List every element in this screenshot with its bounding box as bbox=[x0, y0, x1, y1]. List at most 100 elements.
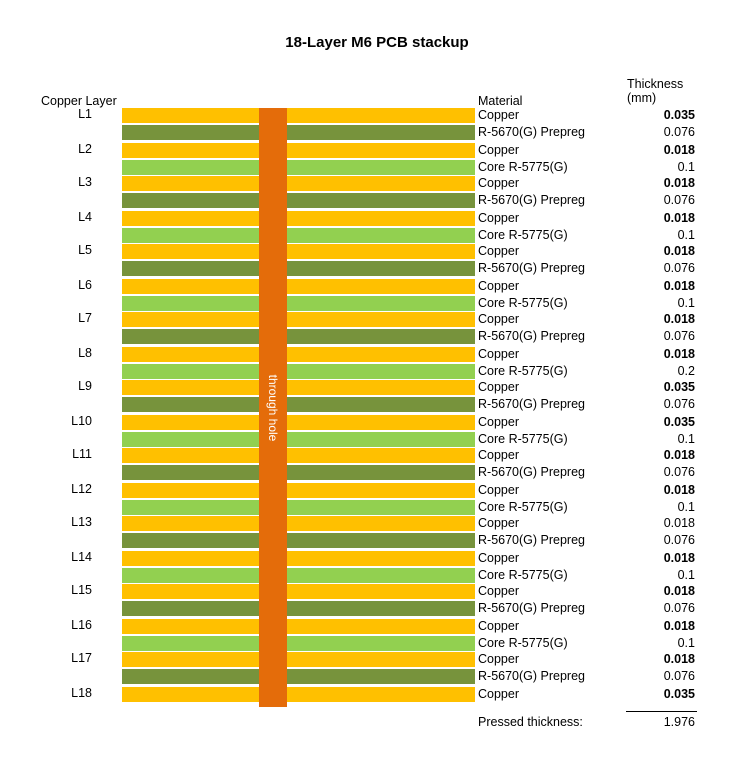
copper-band bbox=[122, 347, 475, 362]
copper-layer-header: Copper Layer bbox=[41, 94, 117, 108]
copper-band bbox=[122, 448, 475, 463]
core-band bbox=[122, 568, 475, 583]
material-label: Core R-5775(G) bbox=[478, 432, 568, 446]
material-label: Core R-5775(G) bbox=[478, 296, 568, 310]
material-label: Copper bbox=[478, 143, 519, 157]
material-label: Copper bbox=[478, 347, 519, 361]
layer-label: L13 bbox=[71, 515, 92, 529]
copper-band bbox=[122, 211, 475, 226]
thickness-value: 0.035 bbox=[663, 108, 695, 122]
copper-band bbox=[122, 619, 475, 634]
thickness-value: 0.018 bbox=[663, 619, 695, 633]
prepreg-band bbox=[122, 125, 475, 140]
layer-label: L15 bbox=[71, 583, 92, 597]
material-label: Copper bbox=[478, 312, 519, 326]
thickness-value: 0.076 bbox=[663, 669, 695, 683]
thickness-value: 0.018 bbox=[663, 652, 695, 666]
thickness-header-line1: Thickness bbox=[627, 77, 684, 91]
thickness-value: 0.018 bbox=[663, 211, 695, 225]
material-label: Copper bbox=[478, 244, 519, 258]
pressed-thickness-label: Pressed thickness: bbox=[478, 715, 583, 729]
layer-label: L18 bbox=[71, 686, 92, 700]
thickness-value: 0.1 bbox=[677, 228, 695, 242]
prepreg-band bbox=[122, 397, 475, 412]
copper-band bbox=[122, 687, 475, 702]
material-label: Core R-5775(G) bbox=[478, 160, 568, 174]
material-label: Core R-5775(G) bbox=[478, 568, 568, 582]
layer-label: L10 bbox=[71, 414, 92, 428]
prepreg-band bbox=[122, 669, 475, 684]
through-hole-via bbox=[259, 108, 287, 707]
core-band bbox=[122, 636, 475, 651]
thickness-value: 0.018 bbox=[663, 516, 695, 530]
thickness-value: 0.076 bbox=[663, 397, 695, 411]
material-label: R-5670(G) Prepreg bbox=[478, 397, 585, 411]
copper-band bbox=[122, 551, 475, 566]
layer-label: L4 bbox=[78, 210, 92, 224]
thickness-value: 0.018 bbox=[663, 347, 695, 361]
material-label: R-5670(G) Prepreg bbox=[478, 465, 585, 479]
material-label: Copper bbox=[478, 619, 519, 633]
thickness-value: 0.1 bbox=[677, 500, 695, 514]
thickness-value: 0.018 bbox=[663, 551, 695, 565]
thickness-header: Thickness (mm) bbox=[627, 77, 683, 105]
material-label: Core R-5775(G) bbox=[478, 636, 568, 650]
thickness-value: 0.076 bbox=[663, 533, 695, 547]
material-label: Core R-5775(G) bbox=[478, 228, 568, 242]
copper-band bbox=[122, 516, 475, 531]
layer-label: L17 bbox=[71, 651, 92, 665]
thickness-value: 0.018 bbox=[663, 244, 695, 258]
material-label: Core R-5775(G) bbox=[478, 364, 568, 378]
thickness-value: 0.1 bbox=[677, 636, 695, 650]
thickness-value: 0.1 bbox=[677, 432, 695, 446]
copper-band bbox=[122, 584, 475, 599]
copper-band bbox=[122, 652, 475, 667]
material-label: R-5670(G) Prepreg bbox=[478, 261, 585, 275]
layer-label: L2 bbox=[78, 142, 92, 156]
thickness-value: 0.018 bbox=[663, 143, 695, 157]
thickness-value: 0.018 bbox=[663, 483, 695, 497]
material-label: Copper bbox=[478, 108, 519, 122]
layer-label: L12 bbox=[71, 482, 92, 496]
copper-band bbox=[122, 244, 475, 259]
core-band bbox=[122, 296, 475, 311]
copper-band bbox=[122, 143, 475, 158]
thickness-value: 0.018 bbox=[663, 448, 695, 462]
material-label: Copper bbox=[478, 516, 519, 530]
layer-label: L3 bbox=[78, 175, 92, 189]
thickness-value: 0.018 bbox=[663, 584, 695, 598]
thickness-value: 0.018 bbox=[663, 176, 695, 190]
prepreg-band bbox=[122, 329, 475, 344]
layer-label: L1 bbox=[78, 107, 92, 121]
layer-label: L5 bbox=[78, 243, 92, 257]
pressed-thickness-value: 1.976 bbox=[663, 715, 695, 729]
copper-band bbox=[122, 483, 475, 498]
thickness-value: 0.076 bbox=[663, 261, 695, 275]
thickness-value: 0.2 bbox=[677, 364, 695, 378]
layer-label: L8 bbox=[78, 346, 92, 360]
core-band bbox=[122, 160, 475, 175]
through-hole-label: through hole bbox=[266, 374, 280, 442]
copper-band bbox=[122, 312, 475, 327]
layer-label: L11 bbox=[72, 447, 92, 461]
thickness-value: 0.018 bbox=[663, 279, 695, 293]
material-label: R-5670(G) Prepreg bbox=[478, 601, 585, 615]
material-label: Copper bbox=[478, 652, 519, 666]
material-label: Copper bbox=[478, 415, 519, 429]
material-label: R-5670(G) Prepreg bbox=[478, 533, 585, 547]
material-label: Copper bbox=[478, 211, 519, 225]
core-band bbox=[122, 228, 475, 243]
material-label: R-5670(G) Prepreg bbox=[478, 669, 585, 683]
prepreg-band bbox=[122, 261, 475, 276]
thickness-value: 0.1 bbox=[677, 160, 695, 174]
thickness-value: 0.076 bbox=[663, 465, 695, 479]
copper-band bbox=[122, 380, 475, 395]
thickness-value: 0.035 bbox=[663, 687, 695, 701]
prepreg-band bbox=[122, 533, 475, 548]
thickness-value: 0.035 bbox=[663, 415, 695, 429]
thickness-value: 0.076 bbox=[663, 125, 695, 139]
material-label: R-5670(G) Prepreg bbox=[478, 193, 585, 207]
thickness-value: 0.035 bbox=[663, 380, 695, 394]
copper-band bbox=[122, 108, 475, 123]
core-band bbox=[122, 364, 475, 379]
